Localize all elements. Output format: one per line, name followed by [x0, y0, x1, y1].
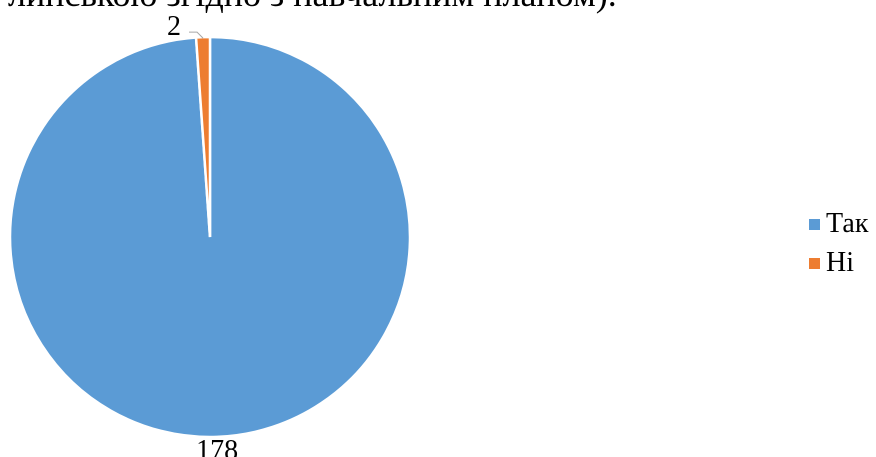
- legend-swatch-yes: [809, 218, 820, 230]
- page-title: линською згідно з навчальним планом).: [8, 0, 617, 16]
- pie-slice-no: [194, 35, 212, 238]
- data-label-leader-line: [189, 31, 204, 39]
- legend-swatch-no: [809, 257, 820, 269]
- legend-label-no: Ні: [826, 247, 854, 278]
- data-label-no: 2: [167, 11, 181, 42]
- legend-label-yes: Так: [826, 208, 869, 239]
- data-label-yes: 178: [196, 435, 238, 457]
- chart-legend: Так Ні: [809, 206, 868, 284]
- legend-item-no: Ні: [809, 245, 868, 281]
- legend-item-yes: Так: [809, 206, 868, 242]
